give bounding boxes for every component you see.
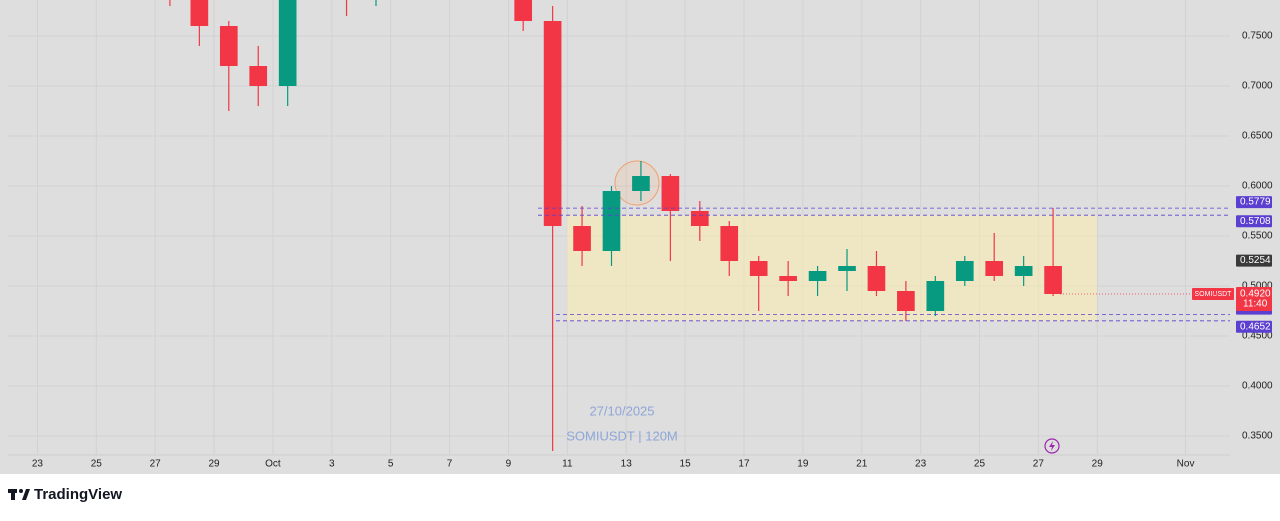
marked-price-bg bbox=[1236, 254, 1272, 267]
candle-body bbox=[190, 0, 209, 26]
x-tick-label: 29 bbox=[209, 459, 221, 470]
level-label: 0.5779 bbox=[1240, 197, 1271, 208]
x-tick-label: 9 bbox=[506, 459, 512, 470]
y-tick-label: 0.7000 bbox=[1242, 81, 1273, 92]
candle-body bbox=[573, 226, 591, 251]
y-tick-label: 0.5500 bbox=[1242, 231, 1273, 242]
level-label-bg bbox=[1236, 215, 1272, 228]
x-tick-label: 23 bbox=[32, 459, 44, 470]
x-tick-label: 25 bbox=[974, 459, 986, 470]
y-tick-label: 0.4500 bbox=[1242, 331, 1273, 342]
annotation-date: 27/10/2025 bbox=[589, 403, 654, 418]
countdown-label: 11:40 bbox=[1243, 299, 1268, 310]
last-price-label: 0.4920 bbox=[1240, 289, 1271, 300]
x-tick-label: 21 bbox=[856, 459, 868, 470]
candle-body bbox=[985, 261, 1004, 276]
candle-body bbox=[808, 271, 827, 281]
x-tick-label: Nov bbox=[1177, 459, 1195, 470]
candle-body bbox=[514, 0, 533, 21]
x-tick-label: Oct bbox=[265, 459, 281, 470]
x-tick-label: 3 bbox=[329, 459, 335, 470]
candle-body bbox=[1014, 266, 1033, 276]
candle-body bbox=[602, 191, 621, 251]
candle-body bbox=[632, 176, 650, 191]
x-tick-label: 11 bbox=[562, 459, 573, 470]
candle-body bbox=[543, 21, 562, 226]
y-tick-label: 0.5000 bbox=[1242, 281, 1273, 292]
level-label-bg bbox=[1236, 196, 1272, 209]
brand-logo bbox=[8, 489, 30, 500]
x-tick-label: 27 bbox=[150, 459, 162, 470]
candle-body bbox=[278, 0, 297, 86]
x-tick-label: 19 bbox=[797, 459, 809, 470]
level-label-bg bbox=[1236, 320, 1272, 333]
candle-body bbox=[219, 26, 238, 66]
x-tick-label: 13 bbox=[621, 459, 633, 470]
brand-name: TradingView bbox=[34, 486, 122, 503]
x-tick-label: 7 bbox=[447, 459, 453, 470]
last-price-bg bbox=[1236, 287, 1272, 311]
plot-area bbox=[169, 0, 1097, 451]
candle-body bbox=[720, 226, 739, 261]
candle-body bbox=[838, 266, 856, 271]
level-label: 0.5708 bbox=[1240, 216, 1271, 227]
y-tick-label: 0.6000 bbox=[1242, 181, 1273, 192]
y-tick-label: 0.4000 bbox=[1242, 381, 1273, 392]
x-tick-label: 27 bbox=[1033, 459, 1045, 470]
y-tick-label: 0.3500 bbox=[1242, 431, 1273, 442]
candle-body bbox=[1044, 266, 1062, 294]
x-tick-label: 29 bbox=[1092, 459, 1104, 470]
alert-bolt bbox=[1049, 441, 1055, 451]
candle-body bbox=[661, 176, 680, 211]
candle-body bbox=[779, 276, 797, 281]
alert-icon[interactable] bbox=[1044, 438, 1060, 454]
candle-body bbox=[749, 261, 768, 276]
candle-body bbox=[867, 266, 886, 291]
x-tick-label: 23 bbox=[915, 459, 927, 470]
y-tick-label: 0.6500 bbox=[1242, 131, 1273, 142]
candle-body bbox=[690, 211, 709, 226]
candle-body bbox=[249, 66, 268, 86]
level-label: 0.4652 bbox=[1240, 321, 1271, 332]
annotation-text: SOMIUSDT | 120M bbox=[566, 428, 678, 443]
range-box bbox=[567, 215, 1097, 321]
x-tick-label: 15 bbox=[680, 459, 692, 470]
y-tick-label: 0.7500 bbox=[1242, 31, 1273, 42]
marked-price-label: 0.5254 bbox=[1240, 255, 1271, 266]
x-tick-label: 25 bbox=[91, 459, 103, 470]
x-tick-label: 5 bbox=[388, 459, 394, 470]
candle-body bbox=[926, 281, 945, 311]
candle-body bbox=[955, 261, 974, 281]
candle-body bbox=[897, 291, 915, 311]
x-tick-label: 17 bbox=[738, 459, 750, 470]
